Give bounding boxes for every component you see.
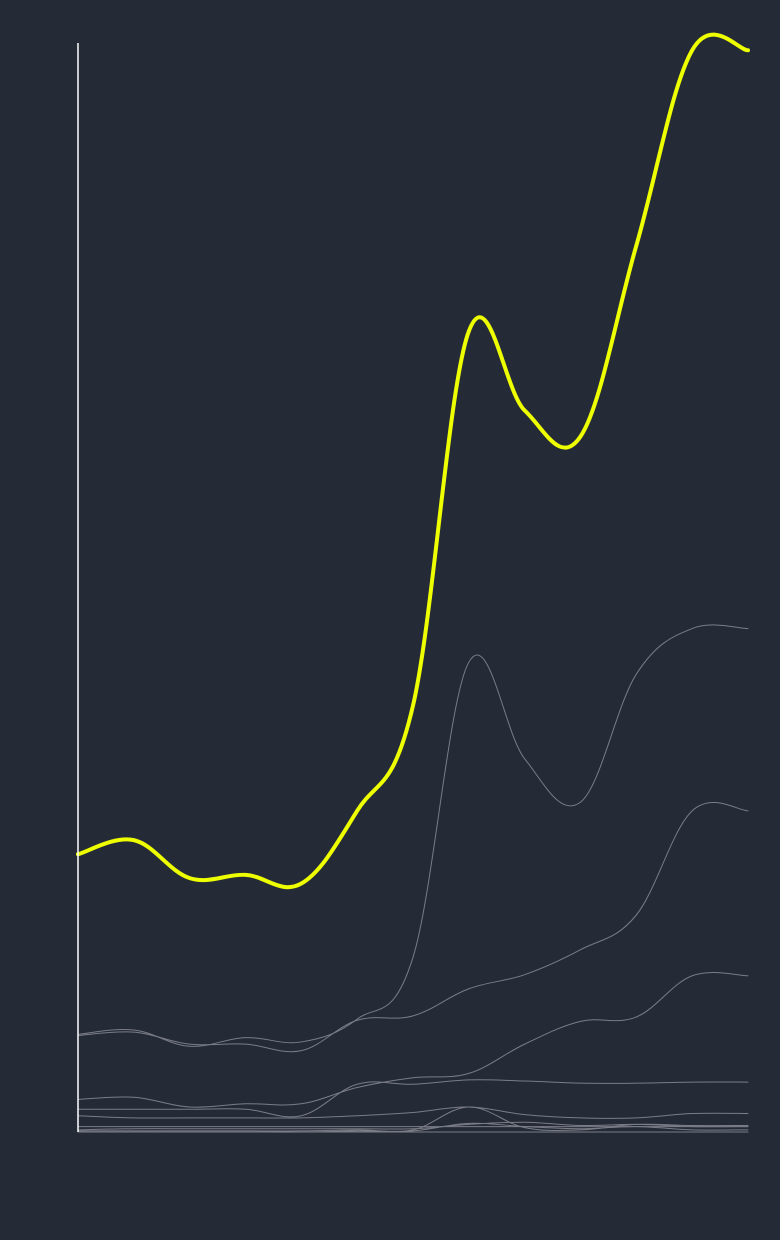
series-line-3 (77, 971, 749, 1108)
series-line-6 (77, 1106, 749, 1133)
series-line-1 (77, 624, 749, 1047)
series-line-highlight (76, 32, 750, 890)
series-line-8 (77, 1121, 749, 1131)
series-group (76, 32, 750, 1133)
series-line-5 (77, 1106, 749, 1119)
series-line-4 (77, 1079, 749, 1118)
series-line-2 (77, 802, 749, 1053)
